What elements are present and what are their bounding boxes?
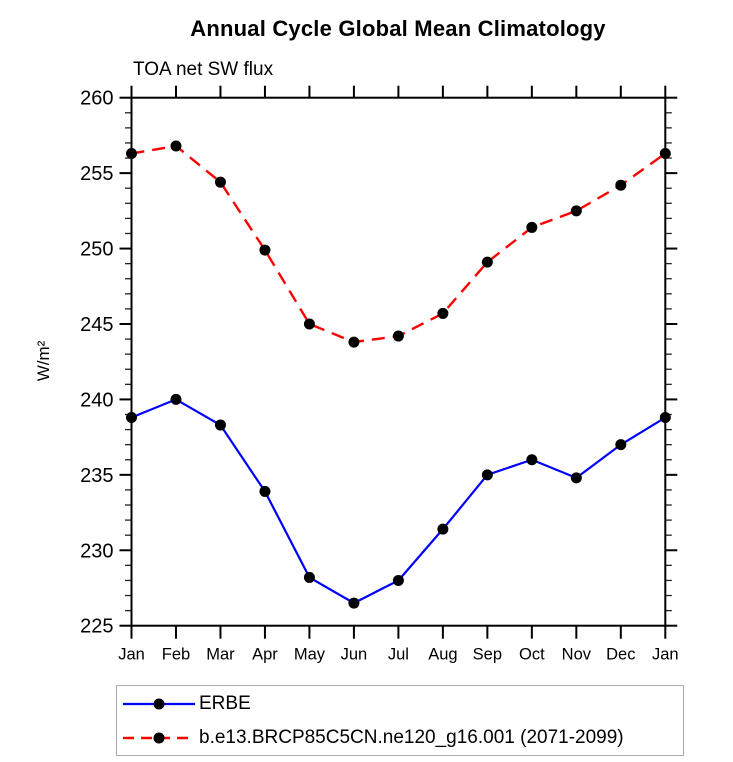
legend-entry-erbe: ERBE — [117, 690, 251, 718]
chart-title: Annual Cycle Global Mean Climatology — [190, 16, 606, 41]
model-line-sample — [123, 732, 195, 744]
x-tick-label: Oct — [519, 646, 545, 664]
data-point-marker — [170, 140, 182, 152]
x-tick-label: Jun — [341, 646, 368, 664]
x-tick-label: May — [294, 646, 326, 664]
x-tick-label: Jan — [652, 646, 679, 664]
legend-marker — [153, 698, 165, 710]
y-tick-label: 260 — [80, 88, 113, 110]
data-point-marker — [303, 318, 315, 330]
data-point-marker — [481, 469, 493, 481]
x-tick-label: Mar — [206, 646, 235, 664]
data-point-marker — [214, 176, 226, 188]
data-point-marker — [615, 439, 627, 451]
legend-entry-model: b.e13.BRCP85C5CN.ne120_g16.001 (2071-209… — [117, 724, 624, 752]
y-tick-label: 245 — [80, 314, 113, 336]
x-tick-label: Jan — [118, 646, 145, 664]
erbe-line-sample — [123, 698, 195, 710]
x-tick-label: Dec — [606, 646, 635, 664]
y-tick-label: 255 — [80, 163, 113, 185]
y-tick-label: 250 — [80, 239, 113, 261]
x-tick-label: Aug — [428, 646, 457, 664]
data-point-marker — [303, 571, 315, 583]
data-point-marker — [570, 472, 582, 484]
data-point-marker — [259, 244, 271, 256]
data-point-marker — [437, 523, 449, 535]
data-point-marker — [392, 574, 404, 586]
y-tick-label: 225 — [80, 616, 113, 638]
x-tick-label: Jul — [388, 646, 409, 664]
y-tick-label: 240 — [80, 389, 113, 411]
data-point-marker — [259, 485, 271, 497]
legend-label: b.e13.BRCP85C5CN.ne120_g16.001 (2071-209… — [199, 727, 624, 748]
data-point-marker — [481, 256, 493, 268]
data-point-marker — [348, 336, 360, 348]
data-point-marker — [437, 307, 449, 319]
data-point-marker — [526, 221, 538, 233]
data-point-marker — [126, 148, 137, 160]
plot-frame — [130, 96, 667, 627]
data-point-marker — [570, 205, 582, 217]
x-tick-label: Apr — [252, 646, 278, 664]
y-tick-label: 235 — [80, 465, 113, 487]
series-line-solid — [131, 398, 666, 605]
series-line-dashed — [131, 144, 666, 344]
data-point-marker — [170, 393, 182, 405]
x-tick-label: Nov — [562, 646, 592, 664]
data-point-marker — [659, 148, 671, 160]
data-point-marker — [214, 419, 226, 431]
legend-marker — [153, 732, 165, 744]
data-point-marker — [392, 330, 404, 342]
legend-box: ERBE b.e13.BRCP85C5CN.ne120_g16.001 (207… — [116, 685, 684, 756]
x-tick-label: Feb — [162, 646, 190, 664]
y-tick-label: 230 — [80, 540, 113, 562]
legend-label: ERBE — [199, 693, 251, 714]
x-tick-label: Sep — [473, 646, 502, 664]
data-point-marker — [126, 412, 137, 424]
data-point-marker — [659, 412, 671, 424]
data-point-marker — [348, 597, 360, 609]
data-point-marker — [526, 454, 538, 466]
data-point-marker — [615, 179, 627, 191]
chart-subtitle: TOA net SW flux — [133, 59, 274, 80]
